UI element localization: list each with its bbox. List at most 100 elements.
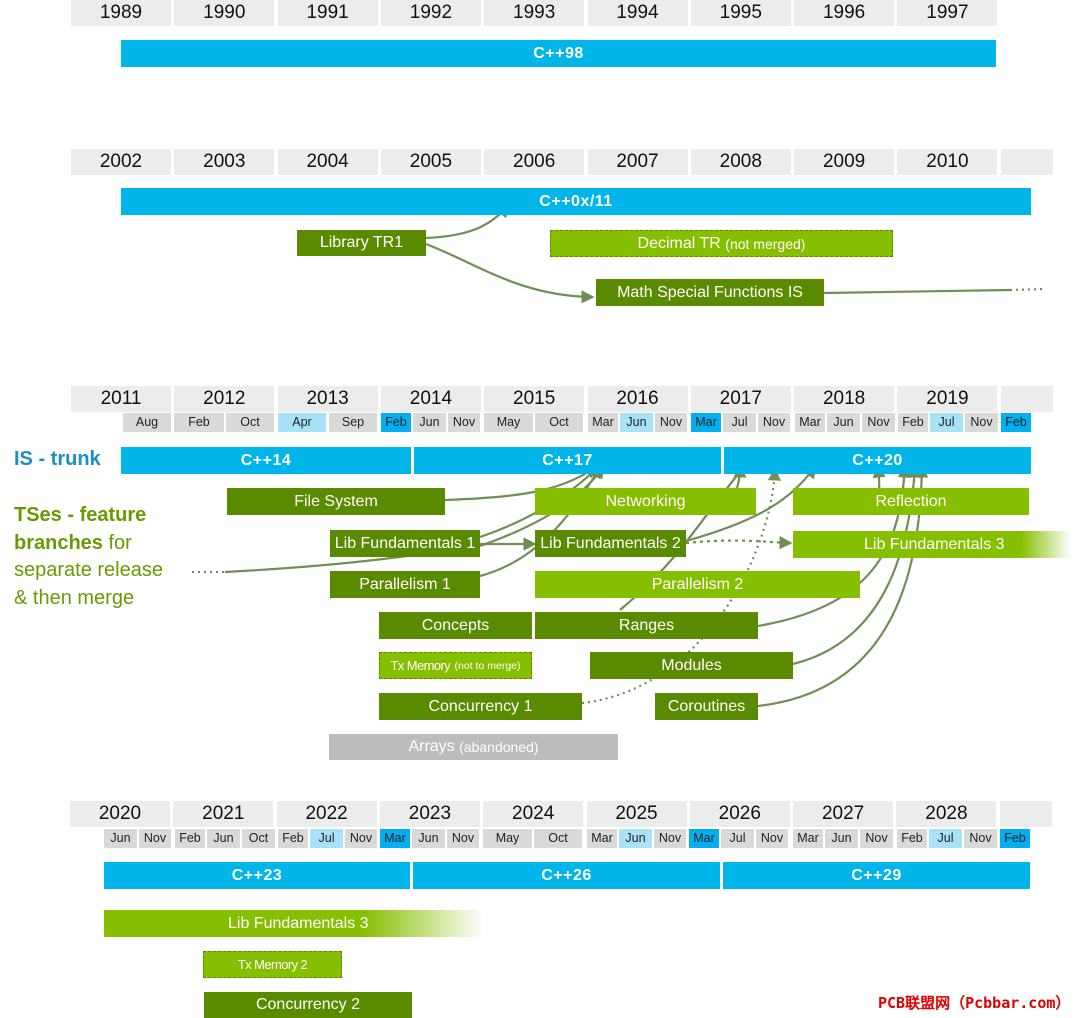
year-cell: 2012 xyxy=(174,386,275,412)
year-cell: 2015 xyxy=(484,386,585,412)
year-cell: 2008 xyxy=(690,149,791,175)
month-cell: Jul xyxy=(929,829,962,848)
coroutines-ts: Coroutines xyxy=(655,693,758,720)
month-cell: Mar xyxy=(587,829,617,848)
concepts-ts: Concepts xyxy=(379,612,532,639)
month-cell: Jul xyxy=(310,829,343,848)
year-cell: 2016 xyxy=(587,386,688,412)
month-cell: Jul xyxy=(930,413,963,432)
year-cell: 2020 xyxy=(70,801,170,827)
ranges-ts: Ranges xyxy=(535,612,758,639)
parallelism-1-ts: Parallelism 1 xyxy=(330,571,480,598)
month-cell: Nov xyxy=(965,413,998,432)
year-cell: 2010 xyxy=(897,149,998,175)
year-cell: 2021 xyxy=(173,801,274,827)
year-cell xyxy=(999,801,1052,827)
month-cell: Nov xyxy=(964,829,997,848)
year-cell: 2027 xyxy=(793,801,894,827)
tx-memory-2-ts: Tx Memory 2 xyxy=(203,951,342,978)
year-cell: 2019 xyxy=(897,386,998,412)
year-cell: 2009 xyxy=(794,149,895,175)
month-cell: Jun xyxy=(619,829,652,848)
cpp14-label: C++14 xyxy=(240,451,292,469)
tx-memory-2-label: Tx Memory 2 xyxy=(237,957,308,972)
cpp14-bar: C++14 xyxy=(121,447,411,474)
month-cell: Mar xyxy=(380,829,410,848)
coroutines-label: Coroutines xyxy=(667,697,746,715)
year-cell: 2007 xyxy=(587,149,688,175)
year-cell: 2003 xyxy=(174,149,275,175)
tx-memory-note: (not to merge) xyxy=(454,659,521,672)
reflection-label: Reflection xyxy=(875,492,947,510)
cpp98-bar: C++98 xyxy=(121,40,996,67)
networking-label: Networking xyxy=(605,492,686,510)
year-cell: 2014 xyxy=(380,386,481,412)
year-cell: 2028 xyxy=(896,801,997,827)
year-cell: 2002 xyxy=(71,149,171,175)
decimal-tr-label: Decimal TR xyxy=(637,234,721,252)
cpp17-label: C++17 xyxy=(542,451,593,469)
cpp20-bar: C++20 xyxy=(724,447,1031,474)
month-cell: Jun xyxy=(104,829,137,848)
arrow-math-continues xyxy=(823,288,1011,295)
decimal-tr-box: Decimal TR (not merged) xyxy=(550,230,893,257)
month-cell: Nov xyxy=(756,829,788,848)
tses-rest1: for xyxy=(102,531,132,554)
tses-line2: separate release xyxy=(14,559,163,581)
file-system-label: File System xyxy=(294,492,378,510)
month-cell: Nov xyxy=(758,413,790,432)
month-cell: Oct xyxy=(534,829,582,848)
year-cell xyxy=(1000,386,1053,412)
year-cell: 1993 xyxy=(484,0,585,26)
is-trunk-label: IS - trunk xyxy=(14,448,101,470)
month-cell: Jun xyxy=(412,829,445,848)
year-cell: 2022 xyxy=(276,801,377,827)
lib-fundamentals-3-ts-2020: Lib Fundamentals 3 xyxy=(104,910,484,937)
month-cell: Feb xyxy=(278,829,308,848)
month-cell: Feb xyxy=(381,413,411,432)
month-cell: Jun xyxy=(620,413,653,432)
cpp17-bar: C++17 xyxy=(414,447,721,474)
month-cell: Mar xyxy=(691,413,721,432)
lib-fundamentals-3-ts: Lib Fundamentals 3 xyxy=(793,531,1071,558)
year-cell: 1991 xyxy=(277,0,378,26)
year-cell: 1995 xyxy=(690,0,791,26)
tx-memory-ts: Tx Memory (not to merge) xyxy=(379,652,532,679)
year-cell: 1989 xyxy=(71,0,171,26)
library-tr1-box: Library TR1 xyxy=(297,230,426,256)
lib-fundamentals-3-2020-label: Lib Fundamentals 3 xyxy=(228,914,369,932)
month-cell: Apr xyxy=(278,413,326,432)
lib-fundamentals-3-label: Lib Fundamentals 3 xyxy=(864,535,1005,553)
cpp26-label: C++26 xyxy=(541,866,592,884)
month-cell: Feb xyxy=(897,829,927,848)
lib-fundamentals-1-ts: Lib Fundamentals 1 xyxy=(330,530,480,557)
year-cell: 2017 xyxy=(690,386,791,412)
month-cell: Oct xyxy=(226,413,274,432)
month-cell: Nov xyxy=(862,413,895,432)
year-cell: 2026 xyxy=(689,801,790,827)
month-cell: Jun xyxy=(413,413,446,432)
year-cell: 2024 xyxy=(483,801,584,827)
ranges-label: Ranges xyxy=(618,616,675,634)
year-cell: 2013 xyxy=(277,386,378,412)
concurrency-1-label: Concurrency 1 xyxy=(428,697,533,715)
month-cell: Mar xyxy=(795,413,825,432)
month-cell: May xyxy=(483,829,532,848)
cpp20-label: C++20 xyxy=(852,451,903,469)
concurrency-2-ts: Concurrency 2 xyxy=(204,992,412,1018)
lib-fundamentals-2-label: Lib Fundamentals 2 xyxy=(540,534,681,552)
month-cell: Jul xyxy=(721,829,754,848)
year-cell: 1997 xyxy=(897,0,998,26)
month-cell: Jun xyxy=(827,413,860,432)
month-cell: Oct xyxy=(535,413,583,432)
arrays-label: Arrays xyxy=(408,738,455,755)
parallelism-1-label: Parallelism 1 xyxy=(359,575,451,593)
month-cell: Nov xyxy=(447,829,479,848)
month-cell: Feb xyxy=(1000,829,1030,848)
concurrency-1-ts: Concurrency 1 xyxy=(379,693,582,720)
cpp23-bar: C++23 xyxy=(104,862,410,889)
arrow-lf2-to-cpp20 xyxy=(685,464,817,543)
month-cell: Feb xyxy=(175,829,205,848)
decimal-tr-note: (not merged) xyxy=(725,235,806,252)
